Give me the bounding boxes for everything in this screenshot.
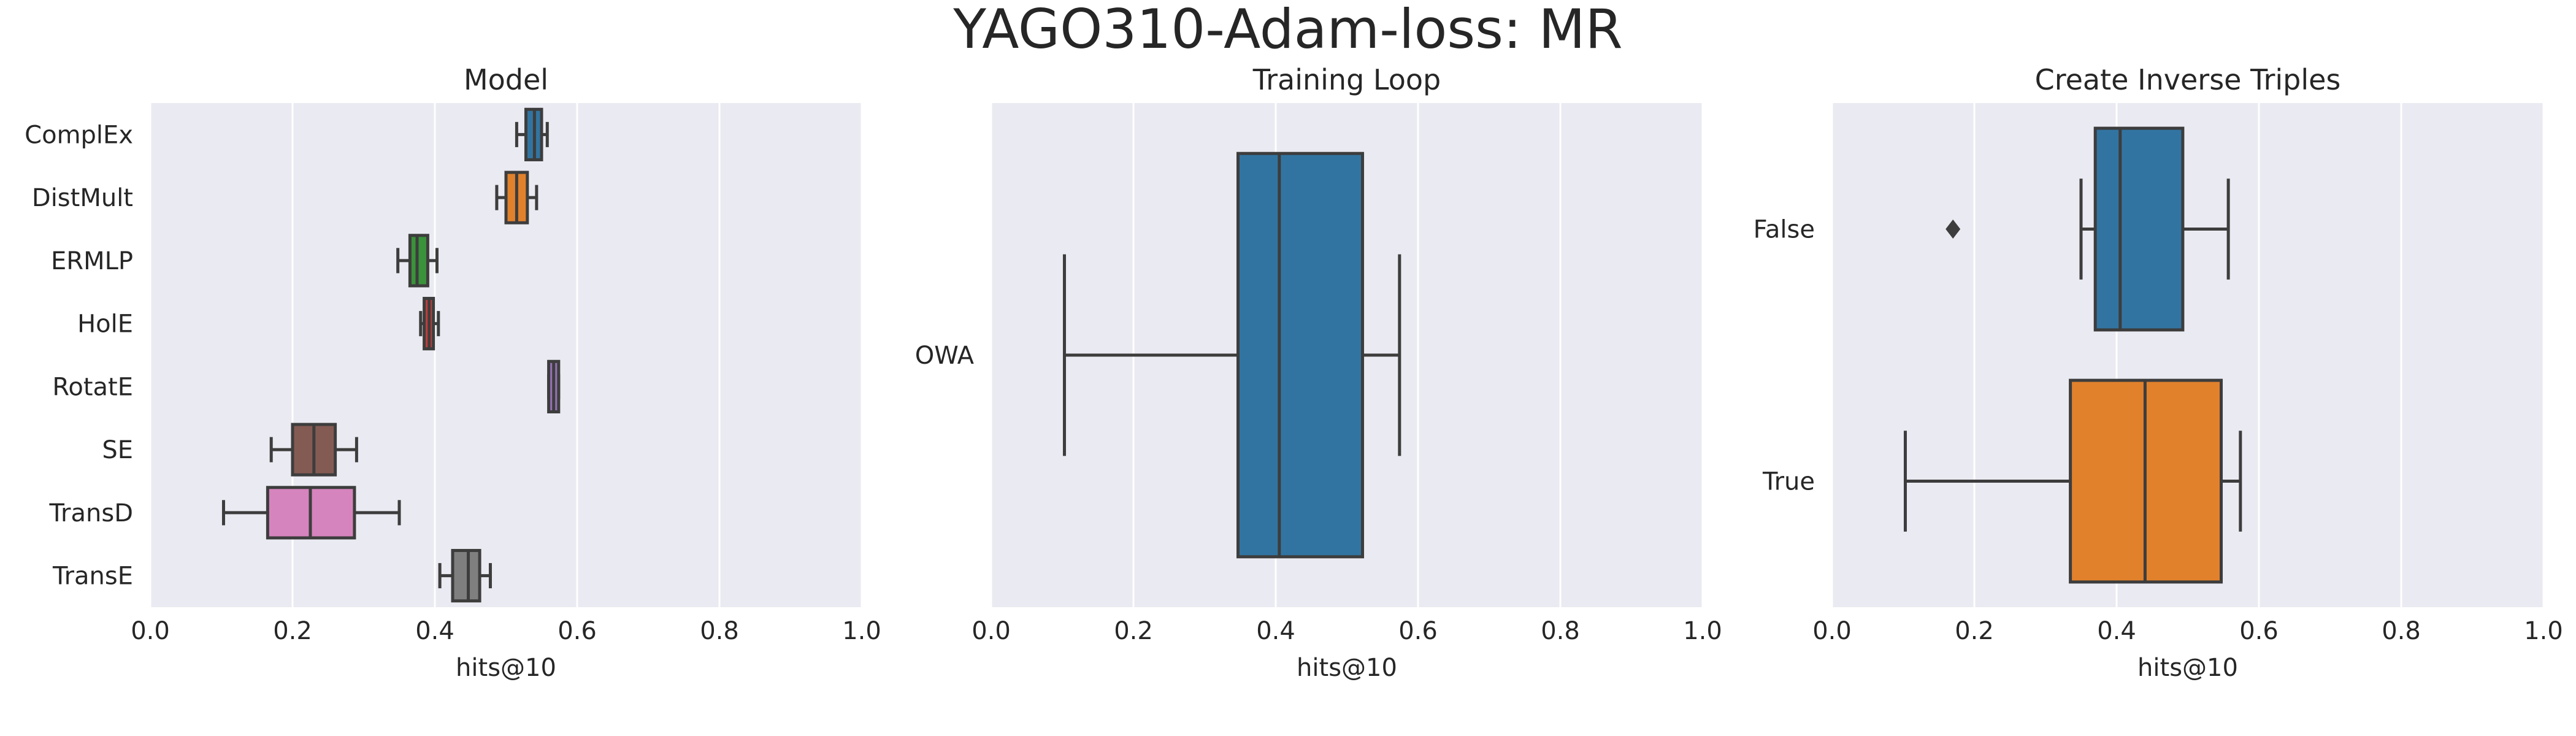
box-iqr xyxy=(408,234,429,288)
x-tick-label: 0.4 xyxy=(2097,617,2136,645)
x-axis-label: hits@10 xyxy=(456,654,556,682)
y-tick-label: TransE xyxy=(52,562,133,591)
y-tick-label: SE xyxy=(102,436,133,464)
x-tick-label: 0.6 xyxy=(558,617,597,645)
panel-3: 0.0 0.2 0.4 0.6 0.8 1.0 False True Create Invers… xyxy=(1754,63,2563,682)
box-ermlp xyxy=(396,234,439,288)
y-tick-label: DistMult xyxy=(32,184,133,212)
box-false xyxy=(1945,126,2230,332)
x-tick-label: 0.6 xyxy=(2239,617,2279,645)
box-iqr xyxy=(2093,126,2185,332)
y-tick-label: True xyxy=(1762,468,1815,496)
box-se xyxy=(269,423,358,477)
x-tick-label: 0.8 xyxy=(2382,617,2421,645)
x-tick-label: 0.8 xyxy=(1541,617,1580,645)
x-axis-label: hits@10 xyxy=(1297,654,1397,682)
y-tick-label: ERMLP xyxy=(51,247,133,275)
x-tick-label: 0.0 xyxy=(131,617,170,645)
x-tick-label: 0.4 xyxy=(415,617,454,645)
y-tick-label: OWA xyxy=(915,342,975,370)
x-tick-label: 0.0 xyxy=(1812,617,1852,645)
x-axis-label: hits@10 xyxy=(2137,654,2238,682)
panel-title: Training Loop xyxy=(1252,63,1441,96)
y-tick-label: RotatE xyxy=(52,373,133,401)
box-complex xyxy=(515,107,549,161)
figure-title: YAGO310-Adam-loss: MR xyxy=(953,0,1622,61)
y-tick-label: HolE xyxy=(77,310,133,339)
y-tick-label: ComplEx xyxy=(25,121,133,149)
box-iqr xyxy=(1236,151,1365,559)
panel-title: Create Inverse Triples xyxy=(2035,63,2341,96)
x-tick-label: 1.0 xyxy=(1683,617,1722,645)
x-tick-label: 0.0 xyxy=(972,617,1011,645)
panel-title: Model xyxy=(464,63,548,96)
y-tick-label: TransD xyxy=(48,499,133,527)
box-distmult xyxy=(495,171,539,224)
x-tick-label: 0.8 xyxy=(700,617,739,645)
x-tick-label: 0.2 xyxy=(1114,617,1153,645)
x-tick-label: 0.6 xyxy=(1398,617,1438,645)
box-true xyxy=(1903,378,2242,584)
box-transe xyxy=(438,549,492,603)
box-hole xyxy=(419,297,440,351)
x-tick-label: 0.2 xyxy=(1955,617,1994,645)
box-rotate xyxy=(547,359,561,413)
x-tick-label: 0.2 xyxy=(273,617,312,645)
panel-2: 0.0 0.2 0.4 0.6 0.8 1.0 OWA Training Loop hits@1… xyxy=(915,63,1722,682)
x-tick-label: 1.0 xyxy=(842,617,881,645)
outlier-marker xyxy=(1945,219,1961,239)
x-tick-label: 1.0 xyxy=(2524,617,2563,645)
x-tick-label: 0.4 xyxy=(1256,617,1295,645)
y-tick-label: False xyxy=(1754,216,1815,244)
box-transd xyxy=(221,486,401,540)
box-owa xyxy=(1062,151,1401,559)
panel-1: 0.0 0.2 0.4 0.6 0.8 1.0 ComplEx DistMult ERMLP Ho… xyxy=(25,63,881,682)
box-iqr xyxy=(451,549,481,603)
